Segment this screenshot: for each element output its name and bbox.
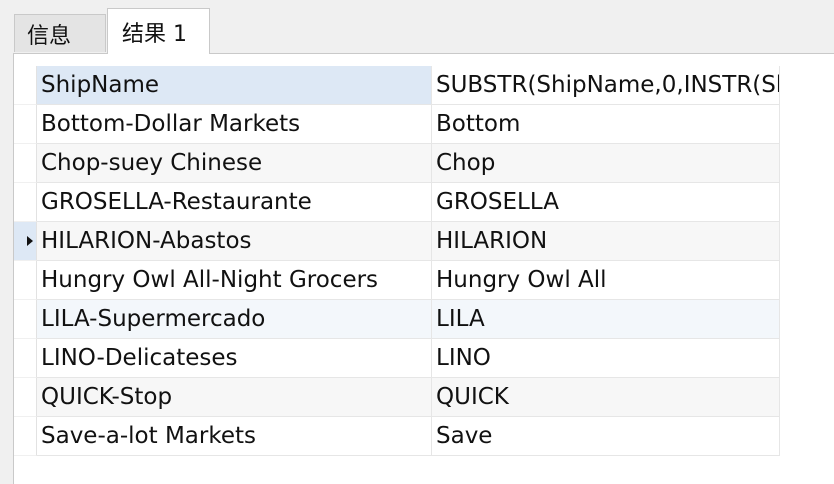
table-row[interactable]: HILARION-Abastos HILARION <box>14 222 780 261</box>
table-cell[interactable]: HILARION <box>432 222 780 261</box>
result-grid-panel: ShipName SUBSTR(ShipName,0,INSTR(Sh Bott… <box>13 53 834 484</box>
table-row[interactable]: QUICK-Stop QUICK <box>14 378 780 417</box>
table-row[interactable]: Save-a-lot Markets Save <box>14 417 780 456</box>
table-cell[interactable]: GROSELLA-Restaurante <box>37 183 432 222</box>
table-cell[interactable]: QUICK <box>432 378 780 417</box>
result-grid: ShipName SUBSTR(ShipName,0,INSTR(Sh Bott… <box>14 66 780 456</box>
row-indicator[interactable] <box>14 144 37 183</box>
table-row[interactable]: GROSELLA-Restaurante GROSELLA <box>14 183 780 222</box>
table-cell[interactable]: LILA <box>432 300 780 339</box>
table-cell[interactable]: GROSELLA <box>432 183 780 222</box>
table-row[interactable]: LILA-Supermercado LILA <box>14 300 780 339</box>
table-cell[interactable]: LINO <box>432 339 780 378</box>
row-indicator[interactable] <box>14 66 37 105</box>
table-cell[interactable]: Chop <box>432 144 780 183</box>
table-row[interactable]: Hungry Owl All-Night Grocers Hungry Owl … <box>14 261 780 300</box>
tab-bar: 信息 结果 1 <box>0 0 834 54</box>
table-cell[interactable]: Hungry Owl All-Night Grocers <box>37 261 432 300</box>
table-row[interactable]: Bottom-Dollar Markets Bottom <box>14 105 780 144</box>
table-cell[interactable]: QUICK-Stop <box>37 378 432 417</box>
row-indicator[interactable] <box>14 300 37 339</box>
row-indicator[interactable] <box>14 417 37 456</box>
table-cell[interactable]: LILA-Supermercado <box>37 300 432 339</box>
table-row[interactable]: Chop-suey Chinese Chop <box>14 144 780 183</box>
row-indicator[interactable] <box>14 222 37 261</box>
table-cell[interactable]: Chop-suey Chinese <box>37 144 432 183</box>
header-row: ShipName SUBSTR(ShipName,0,INSTR(Sh <box>14 66 780 105</box>
column-header-substr[interactable]: SUBSTR(ShipName,0,INSTR(Sh <box>432 66 780 105</box>
row-indicator[interactable] <box>14 339 37 378</box>
row-indicator[interactable] <box>14 378 37 417</box>
table-cell[interactable]: Save-a-lot Markets <box>37 417 432 456</box>
table-cell[interactable]: Bottom <box>432 105 780 144</box>
table-cell[interactable]: Hungry Owl All <box>432 261 780 300</box>
tab-info[interactable]: 信息 <box>14 14 106 52</box>
table-cell[interactable]: HILARION-Abastos <box>37 222 432 261</box>
tab-result-1[interactable]: 结果 1 <box>107 8 210 54</box>
column-header-shipname[interactable]: ShipName <box>37 66 432 105</box>
table-cell[interactable]: LINO-Delicateses <box>37 339 432 378</box>
row-indicator[interactable] <box>14 105 37 144</box>
row-indicator[interactable] <box>14 183 37 222</box>
row-indicator[interactable] <box>14 261 37 300</box>
table-cell[interactable]: Save <box>432 417 780 456</box>
table-cell[interactable]: Bottom-Dollar Markets <box>37 105 432 144</box>
row-pointer-icon <box>27 236 33 246</box>
table-row[interactable]: LINO-Delicateses LINO <box>14 339 780 378</box>
